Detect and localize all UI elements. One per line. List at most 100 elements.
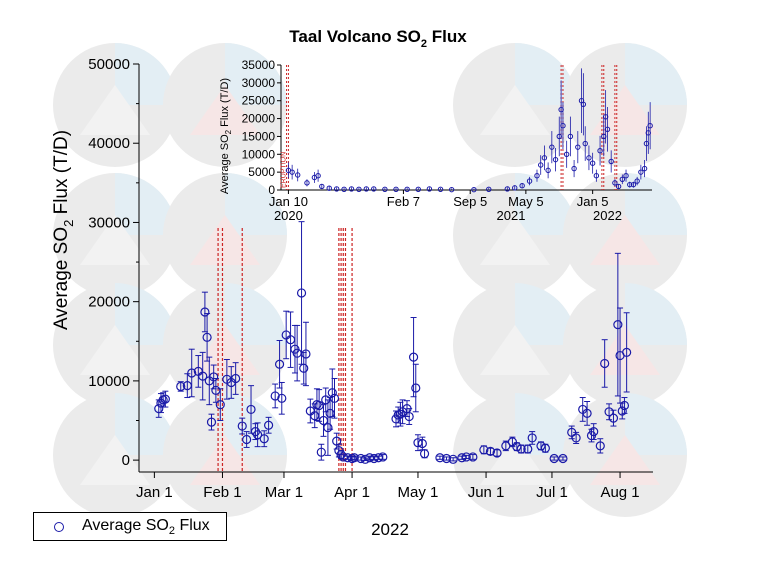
- inset-data-point: [294, 172, 301, 178]
- x-tick-label: Mar 1: [265, 484, 303, 501]
- data-point: [349, 453, 359, 463]
- data-point: [408, 352, 419, 362]
- inset-data-point: [552, 156, 559, 163]
- data-point: [202, 332, 212, 342]
- watermark-triangle: [590, 215, 660, 265]
- watermark-triangle: [80, 435, 150, 485]
- data-point: [479, 445, 489, 455]
- x-tick-label: Aug 1: [600, 484, 639, 501]
- inset-data-point: [567, 133, 574, 140]
- watermark-quadrant: [225, 173, 287, 235]
- x-tick-label: Apr 1: [334, 484, 370, 501]
- data-point: [419, 449, 430, 459]
- watermark-quadrant: [625, 283, 687, 345]
- chart-title-sub: 2: [421, 38, 427, 50]
- y-tick-label: 10000: [88, 373, 130, 390]
- inset-y-tick-label: 10000: [242, 147, 276, 161]
- inset-data-point: [315, 173, 321, 179]
- x-tick-label: Jun 1: [468, 484, 505, 501]
- inset-data-point: [333, 186, 340, 192]
- data-point: [485, 446, 496, 457]
- inset-data-point: [471, 186, 477, 193]
- inset-data-point: [486, 186, 492, 192]
- inset-data-point: [534, 173, 540, 179]
- watermark-triangle: [590, 325, 660, 375]
- y-axis-label-tail: Flux (T/D): [51, 130, 72, 220]
- inset-data-point: [589, 160, 596, 166]
- watermark-triangle: [190, 325, 260, 375]
- data-point: [622, 347, 632, 357]
- inset-data-point: [593, 173, 600, 179]
- legend-label: Average SO2 Flux: [82, 517, 210, 538]
- data-point: [516, 444, 526, 454]
- data-point: [468, 452, 478, 462]
- data-point: [441, 453, 452, 464]
- watermark-quadrant: [115, 43, 177, 105]
- watermark-quadrant: [115, 283, 177, 345]
- watermark-triangle: [190, 215, 260, 265]
- data-point: [200, 307, 210, 317]
- data-point: [617, 406, 627, 416]
- data-point: [332, 436, 342, 446]
- inset-x-tick-label: Feb 7: [387, 194, 420, 209]
- inset-data-point: [526, 178, 533, 184]
- y-axis-label: Average SO2 Flux (T/D): [51, 130, 76, 330]
- data-point: [527, 433, 537, 443]
- inset-data-point: [404, 186, 410, 192]
- data-point: [549, 453, 559, 464]
- data-point: [613, 320, 623, 330]
- watermark-triangle: [80, 215, 150, 265]
- watermark-quadrant: [115, 393, 177, 455]
- inset-data-point: [623, 173, 629, 179]
- inset-data-point: [597, 148, 603, 154]
- watermark-triangle: [80, 85, 150, 135]
- data-point: [571, 433, 581, 443]
- inset-data-point: [437, 186, 444, 192]
- inset-data-point: [289, 169, 295, 175]
- data-point: [299, 363, 309, 373]
- inset-x-tick-label: Jan 10: [269, 194, 308, 209]
- inset-data-point: [538, 162, 544, 168]
- inset-y-tick-label: 35000: [242, 58, 276, 72]
- data-point: [492, 448, 502, 458]
- chart-title: Taal Volcano SO2 Flux: [289, 27, 467, 50]
- data-point: [253, 430, 263, 440]
- data-point: [206, 417, 217, 427]
- inset-data-point: [448, 186, 455, 193]
- inset-data-point: [326, 185, 332, 191]
- data-point: [600, 358, 610, 369]
- data-point: [301, 349, 311, 359]
- data-point: [329, 393, 340, 403]
- inset-year-label: 2020: [274, 208, 303, 223]
- inset-data-point: [363, 186, 370, 192]
- inset-data-point: [612, 180, 618, 186]
- data-point: [411, 383, 421, 393]
- data-point: [259, 434, 269, 444]
- y-tick-label: 40000: [88, 135, 130, 152]
- data-point: [540, 443, 550, 453]
- data-point: [242, 434, 252, 445]
- inset-y-tick-label: 30000: [242, 76, 276, 90]
- data-point: [323, 423, 333, 433]
- watermark-quadrant: [515, 283, 577, 345]
- inset-y-tick-label: 0: [268, 183, 275, 197]
- inset-eruption-label: ERUPTION: [280, 152, 287, 188]
- legend: Average SO2 Flux: [33, 512, 227, 541]
- inset-data-point: [630, 181, 637, 188]
- inset-x-tick-label: May 5: [508, 194, 543, 209]
- data-point: [501, 441, 511, 451]
- inset-data-point: [563, 151, 570, 157]
- data-point: [176, 381, 186, 392]
- data-point: [246, 404, 256, 415]
- watermark-quadrant: [625, 393, 687, 455]
- watermark-triangle: [480, 215, 550, 265]
- data-point: [187, 368, 197, 378]
- inset-data-point: [512, 185, 518, 191]
- x-tick-label: May 1: [398, 484, 439, 501]
- data-point: [274, 359, 285, 369]
- inset-data-point: [393, 186, 399, 192]
- inset-data-point: [426, 186, 433, 192]
- inset-data-point: [319, 183, 325, 190]
- data-point: [270, 391, 280, 401]
